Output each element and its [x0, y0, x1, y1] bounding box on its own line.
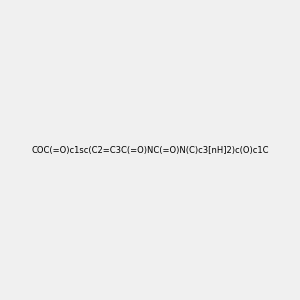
Text: COC(=O)c1sc(C2=C3C(=O)NC(=O)N(C)c3[nH]2)c(O)c1C: COC(=O)c1sc(C2=C3C(=O)NC(=O)N(C)c3[nH]2)… [31, 146, 269, 154]
